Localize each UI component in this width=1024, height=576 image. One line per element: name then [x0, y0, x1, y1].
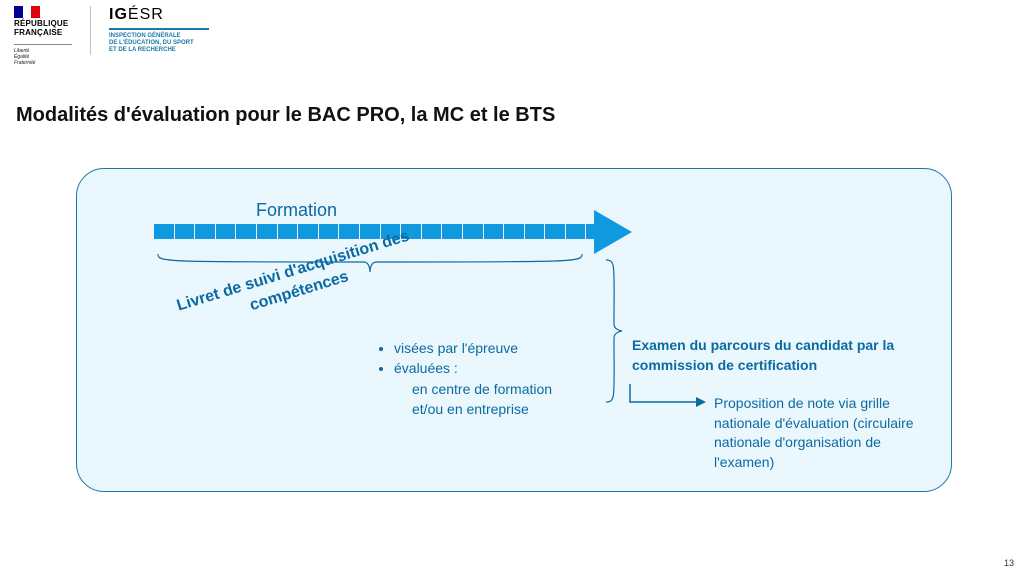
flag-blue — [14, 6, 23, 18]
header: RÉPUBLIQUE FRANÇAISE Liberté Égalité Fra… — [14, 6, 209, 66]
bullet-list: visées par l'épreuve évaluées : en centr… — [376, 338, 552, 419]
timeline-segment — [525, 224, 545, 239]
french-flag-icon — [14, 6, 40, 18]
timeline-segment — [278, 224, 298, 239]
rf-motto: Liberté Égalité Fraternité — [14, 44, 72, 66]
page-number: 13 — [1004, 558, 1014, 568]
right-subtext: Proposition de note via grille nationale… — [714, 394, 940, 472]
right-heading: Examen du parcours du candidat par la co… — [632, 336, 928, 375]
timeline-segment — [236, 224, 256, 239]
slide-title: Modalités d'évaluation pour le BAC PRO, … — [16, 104, 555, 127]
igesr-subtitle: INSPECTION GÉNÉRALE DE L'ÉDUCATION, DU S… — [109, 28, 209, 55]
rf-name: RÉPUBLIQUE FRANÇAISE — [14, 20, 72, 38]
formation-label: Formation — [256, 200, 337, 221]
timeline-segment — [566, 224, 586, 239]
bullet-item-1: visées par l'épreuve — [394, 338, 552, 358]
timeline-segment — [442, 224, 462, 239]
timeline-segment — [545, 224, 565, 239]
timeline-segment — [339, 224, 359, 239]
bullet-item-2: évaluées : en centre de formation et/ou … — [394, 358, 552, 419]
igesr-bold: IG — [109, 6, 128, 23]
elbow-arrow-icon — [628, 384, 706, 412]
bullet-sub-2: et/ou en entreprise — [394, 399, 552, 419]
timeline-segment — [298, 224, 318, 239]
timeline-segment — [422, 224, 442, 239]
flag-white — [23, 6, 32, 18]
logo-republique-francaise: RÉPUBLIQUE FRANÇAISE Liberté Égalité Fra… — [14, 6, 72, 66]
timeline-segment — [484, 224, 504, 239]
bullet-item-2-label: évaluées : — [394, 360, 458, 376]
igesr-acronym: IGÉSR — [109, 6, 209, 24]
rf-line2: FRANÇAISE — [14, 28, 62, 37]
flag-red — [31, 6, 40, 18]
timeline-arrowhead-icon — [594, 210, 632, 254]
timeline-segment — [319, 224, 339, 239]
timeline-segment — [175, 224, 195, 239]
timeline-segment — [195, 224, 215, 239]
timeline-segment — [504, 224, 524, 239]
bullet-sub-1: en centre de formation — [394, 379, 552, 399]
logo-igesr: IGÉSR INSPECTION GÉNÉRALE DE L'ÉDUCATION… — [90, 6, 209, 55]
timeline-segment — [154, 224, 174, 239]
igesr-rest: ÉSR — [128, 6, 164, 23]
brace-right-icon — [604, 256, 624, 406]
timeline-segment — [257, 224, 277, 239]
rf-line1: RÉPUBLIQUE — [14, 19, 68, 28]
timeline-segment — [216, 224, 236, 239]
timeline-segment — [463, 224, 483, 239]
